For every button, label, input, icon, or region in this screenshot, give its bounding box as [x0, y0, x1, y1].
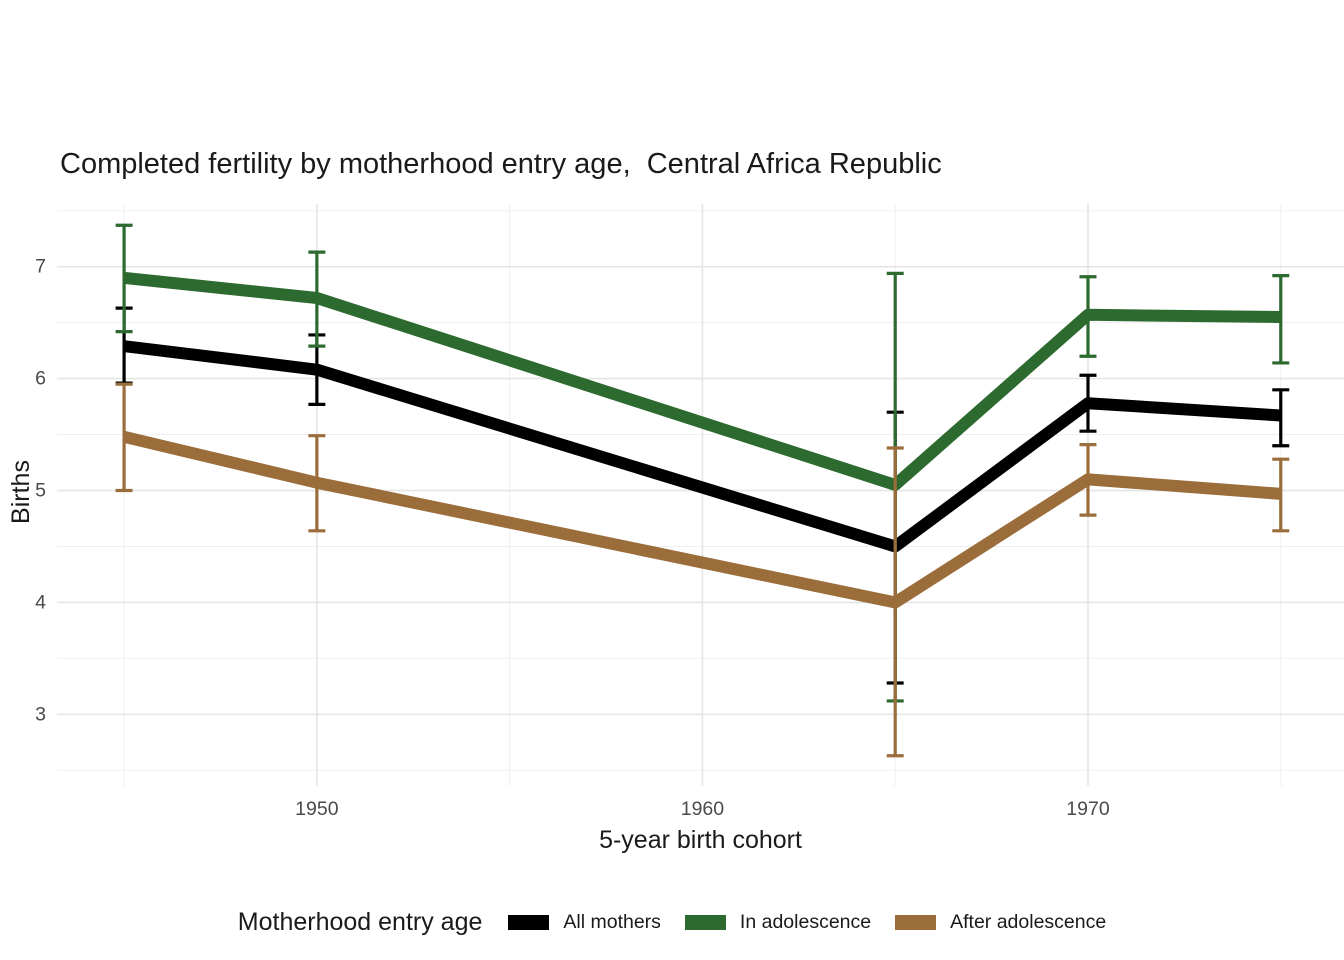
y-tick-label: 3 [35, 703, 46, 725]
legend-swatch-all-mothers [508, 914, 550, 930]
x-tick-label: 1950 [295, 798, 339, 820]
legend-label-all-mothers: All mothers [563, 910, 661, 933]
legend-swatch-after-adolescence [895, 914, 937, 930]
y-tick-label: 4 [35, 591, 46, 613]
legend-item-after-adolescence: After adolescence [895, 911, 1106, 934]
x-axis-title: 5-year birth cohort [599, 826, 802, 854]
legend-title: Motherhood entry age [237, 907, 483, 936]
y-tick-label: 6 [35, 368, 46, 390]
y-tick-label: 7 [35, 256, 46, 278]
legend-label-after-adolescence: After adolescence [950, 910, 1107, 933]
x-tick-label: 1970 [1066, 798, 1110, 820]
legend-label-in-adolescence: In adolescence [739, 910, 872, 933]
x-tick-label: 1960 [681, 798, 725, 820]
y-axis-title-wrap: Births [6, 392, 36, 592]
legend-item-all-mothers: All mothers [508, 911, 661, 934]
legend-item-in-adolescence: In adolescence [684, 910, 872, 934]
y-axis-title: Births [7, 460, 35, 524]
series-line-after-adolescence [122, 430, 1282, 609]
legend: Motherhood entry age All mothers In adol… [0, 900, 1344, 944]
legend-swatch-in-adolescence [684, 914, 726, 930]
y-tick-label: 5 [35, 480, 46, 502]
plot-title: Completed fertility by motherhood entry … [60, 148, 942, 180]
